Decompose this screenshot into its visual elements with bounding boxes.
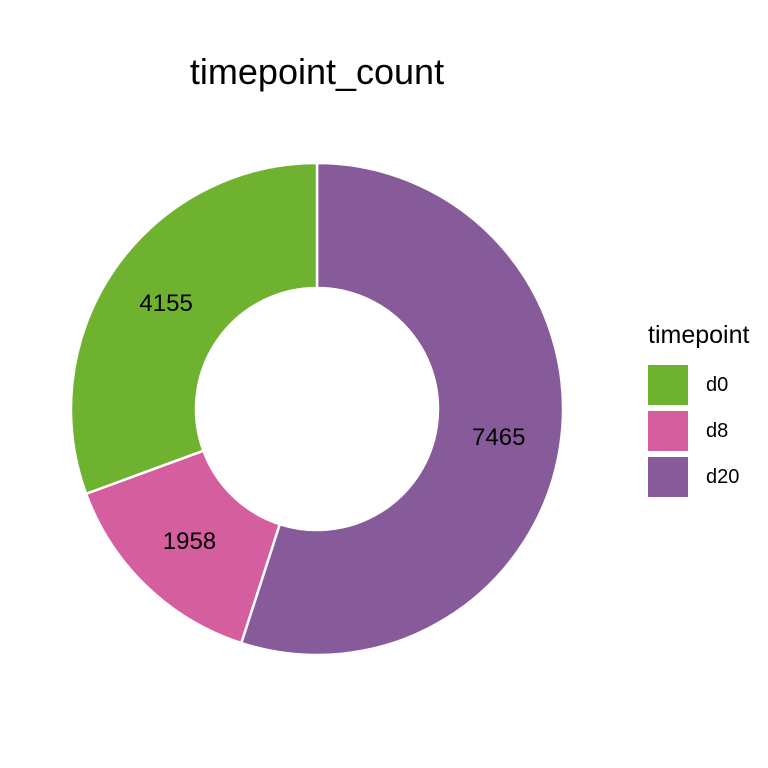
legend-label-d8: d8	[706, 419, 729, 442]
slice-d0	[69, 161, 319, 496]
legend-items: d0 d8 d20	[648, 362, 768, 500]
legend-item-d0: d0	[648, 362, 768, 408]
chart-title: timepoint_count	[189, 51, 445, 92]
slice-label-d0: 4155	[139, 290, 192, 317]
slice-labels: 7465 1958 4155	[139, 290, 525, 555]
legend-label-d20: d20	[706, 465, 740, 488]
slice-label-d20: 7465	[472, 424, 525, 451]
legend-item-d20: d20	[648, 454, 768, 500]
legend-swatch-d0	[648, 365, 688, 405]
legend: timepoint d0 d8 d20	[648, 318, 768, 500]
legend-item-d8: d8	[648, 408, 768, 454]
slice-d8	[84, 449, 282, 645]
slice-label-d8: 1958	[163, 528, 216, 555]
legend-label-d0: d0	[706, 373, 729, 396]
donut-chart: 7465 1958 4155	[69, 161, 565, 657]
donut-slices	[69, 161, 565, 657]
legend-swatch-d8	[648, 411, 688, 451]
legend-swatch-d20	[648, 457, 688, 497]
slice-d20	[239, 161, 565, 657]
legend-title: timepoint	[648, 321, 750, 349]
